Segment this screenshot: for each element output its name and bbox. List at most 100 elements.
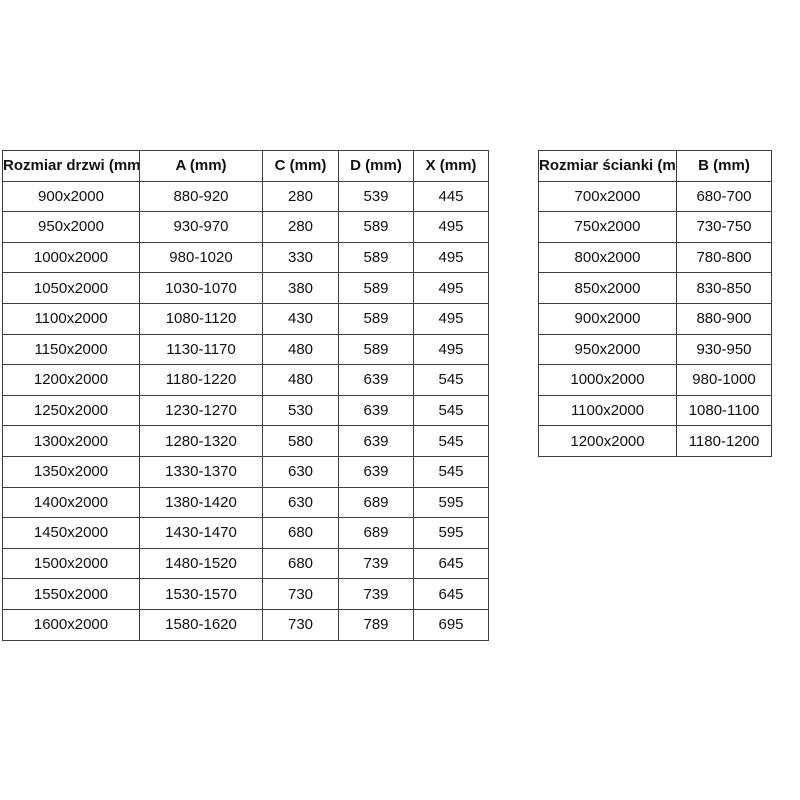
table-cell: 730-750 [676, 211, 772, 243]
table-cell: 930-970 [139, 211, 263, 243]
table-cell: 1130-1170 [139, 333, 263, 366]
table-cell: 495 [413, 333, 489, 366]
table-cell: 545 [413, 425, 489, 457]
table-cell: 1200x2000 [538, 425, 677, 457]
table-cell: 980-1000 [676, 364, 772, 396]
table-cell: 1500x2000 [2, 547, 140, 580]
table-cell: 545 [413, 364, 489, 396]
table-cell: 480 [262, 364, 339, 396]
table-cell: 1530-1570 [139, 578, 263, 610]
table-cell: 580 [262, 425, 339, 457]
table-cell: 850x2000 [538, 272, 677, 304]
table-row: 700x2000 680-700 [538, 180, 772, 213]
table-cell: 589 [338, 211, 414, 243]
table-row: 1400x2000 1380-1420 630 689 595 [2, 486, 489, 519]
table-cell: 495 [413, 302, 489, 335]
table-row: 1350x2000 1330-1370 630 639 545 [2, 455, 489, 488]
table-cell: 280 [262, 180, 339, 213]
table-cell: 1280-1320 [139, 425, 263, 457]
table-cell: 589 [338, 241, 414, 274]
table-cell: 595 [413, 486, 489, 519]
table-cell: 1380-1420 [139, 486, 263, 519]
table-cell: 1000x2000 [538, 364, 677, 396]
table-cell: 1100x2000 [2, 302, 140, 335]
table-cell: 1250x2000 [2, 394, 140, 427]
table-row: 1450x2000 1430-1470 680 689 595 [2, 517, 489, 549]
table-cell: 1150x2000 [2, 333, 140, 366]
table-cell: 280 [262, 211, 339, 243]
table-row: 900x2000 880-920 280 539 445 [2, 180, 489, 213]
table-cell: 589 [338, 333, 414, 366]
table-cell: 589 [338, 302, 414, 335]
table-row: 1550x2000 1530-1570 730 739 645 [2, 578, 489, 610]
table-cell: 530 [262, 394, 339, 427]
table-row: 1050x2000 1030-1070 380 589 495 [2, 272, 489, 304]
door-table-header: Rozmiar drzwi (mm) A (mm) C (mm) D (mm) X (m… [2, 150, 489, 182]
table-cell: 680-700 [676, 180, 772, 213]
table-cell: 900x2000 [2, 180, 140, 213]
table-row: 1200x2000 1180-1220 480 639 545 [2, 364, 489, 396]
column-header: Rozmiar ścianki (mm) [538, 150, 677, 182]
table-cell: 1480-1520 [139, 547, 263, 580]
table-cell: 1600x2000 [2, 608, 140, 641]
table-cell: 430 [262, 302, 339, 335]
table-cell: 750x2000 [538, 211, 677, 243]
table-cell: 1100x2000 [538, 394, 677, 427]
table-header-row: Rozmiar drzwi (mm) A (mm) C (mm) D (mm) X (m… [2, 150, 489, 182]
table-cell: 680 [262, 547, 339, 580]
table-cell: 930-950 [676, 333, 772, 366]
table-cell: 700x2000 [538, 180, 677, 213]
table-cell: 545 [413, 394, 489, 427]
table-cell: 480 [262, 333, 339, 366]
table-cell: 1350x2000 [2, 455, 140, 488]
table-row: 1100x2000 1080-1120 430 589 495 [2, 302, 489, 335]
table-cell: 1450x2000 [2, 517, 140, 549]
wall-panel-sizes-table: Rozmiar ścianki (mm)B (mm) 700x2000680-7… [538, 150, 772, 457]
table-row: 1500x2000 1480-1520 680 739 645 [2, 547, 489, 580]
table-cell: 639 [338, 455, 414, 488]
table-cell: 780-800 [676, 241, 772, 274]
table-cell: 1180-1200 [676, 425, 772, 457]
table-cell: 330 [262, 241, 339, 274]
table-cell: 739 [338, 578, 414, 610]
table-cell: 1430-1470 [139, 517, 263, 549]
table-header-row: Rozmiar ścianki (mm)B (mm) [538, 150, 772, 182]
table-cell: 695 [413, 608, 489, 641]
table-cell: 739 [338, 547, 414, 580]
table-cell: 645 [413, 547, 489, 580]
door-sizes-table: Rozmiar drzwi (mm) A (mm) C (mm) D (mm) X (m… [2, 150, 489, 641]
table-cell: 445 [413, 180, 489, 213]
table-cell: 639 [338, 364, 414, 396]
table-cell: 680 [262, 517, 339, 549]
table-cell: 545 [413, 455, 489, 488]
table-cell: 1080-1100 [676, 394, 772, 427]
column-header: A (mm) [139, 150, 263, 182]
table-row: 750x2000 730-750 [538, 211, 772, 243]
table-cell: 1400x2000 [2, 486, 140, 519]
table-cell: 589 [338, 272, 414, 304]
column-header: X (mm) [413, 150, 489, 182]
table-cell: 495 [413, 211, 489, 243]
table-cell: 595 [413, 517, 489, 549]
wall-table-body: 700x2000 680-700 750x2000 730-750 800x2000 78… [538, 180, 772, 457]
table-cell: 380 [262, 272, 339, 304]
table-row: 1000x2000 980-1000 [538, 364, 772, 396]
table-cell: 630 [262, 455, 339, 488]
column-header: Rozmiar drzwi (mm) [2, 150, 140, 182]
table-cell: 689 [338, 517, 414, 549]
table-cell: 1330-1370 [139, 455, 263, 488]
table-cell: 539 [338, 180, 414, 213]
table-cell: 1580-1620 [139, 608, 263, 641]
table-cell: 830-850 [676, 272, 772, 304]
door-table-body: 900x2000 880-920 280 539 445 950x2000 930-970 2… [2, 180, 489, 641]
column-header: D (mm) [338, 150, 414, 182]
table-cell: 1300x2000 [2, 425, 140, 457]
table-row: 1000x2000 980-1020 330 589 495 [2, 241, 489, 274]
table-row: 1150x2000 1130-1170 480 589 495 [2, 333, 489, 366]
table-cell: 880-900 [676, 302, 772, 335]
table-cell: 639 [338, 394, 414, 427]
table-row: 1600x2000 1580-1620 730 789 695 [2, 608, 489, 641]
table-row: 900x2000 880-900 [538, 302, 772, 335]
wall-table-header: Rozmiar ścianki (mm)B (mm) [538, 150, 772, 182]
